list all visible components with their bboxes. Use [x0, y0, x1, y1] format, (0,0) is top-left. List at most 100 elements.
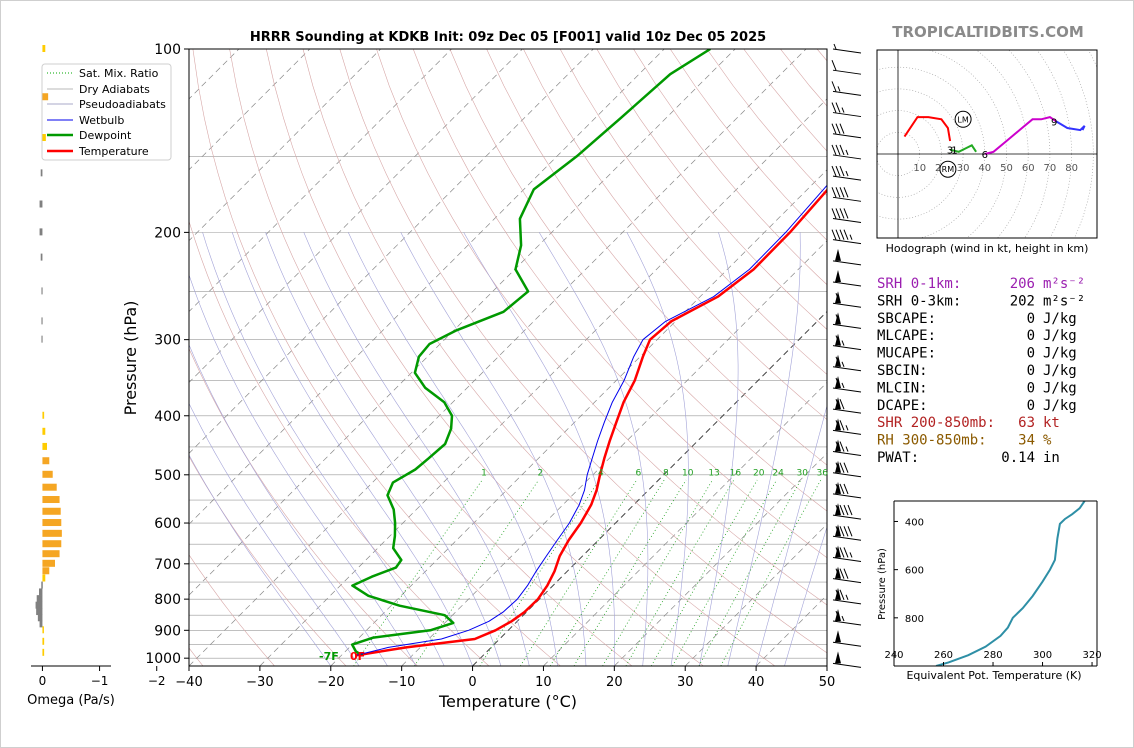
legend-label-pseudo: Pseudoadiabats: [79, 98, 166, 111]
dry-adiabat: [523, 49, 827, 420]
stat-unit: J/kg: [1043, 363, 1077, 379]
stat-row: SBCAPE: 0 J/kg: [877, 311, 1077, 327]
omega-bar: [42, 457, 50, 465]
dry-adiabat: [559, 49, 827, 375]
isotherm-line: [330, 169, 827, 666]
pseudoadiabat: [784, 526, 827, 666]
stat-unit: m²s⁻²: [1043, 293, 1085, 309]
skewt-title: HRRR Sounding at KDKB Init: 09z Dec 05 […: [250, 30, 766, 45]
pseudoadiabat: [727, 232, 801, 666]
dry-adiabat: [780, 49, 827, 107]
dry-adiabat: [449, 49, 827, 512]
dry-adiabat: [302, 49, 776, 666]
stat-row: SBCIN: 0 J/kg: [877, 363, 1077, 379]
hodograph-height-label: 1: [951, 146, 957, 157]
omega-bar: [41, 335, 43, 343]
mixing-ratio-label: 4: [598, 468, 604, 478]
isotherm-line: [189, 49, 807, 666]
omega-bar: [41, 581, 43, 589]
stat-label: PWAT:: [877, 450, 919, 466]
stat-unit: m²s⁻²: [1043, 276, 1085, 292]
stat-unit: J/kg: [1043, 311, 1077, 327]
wind-barb: [831, 123, 862, 139]
isotherm-line: [755, 594, 827, 666]
dry-adiabat: [816, 49, 827, 62]
profile-temperature: [355, 188, 827, 657]
stat-unit: %: [1043, 433, 1052, 449]
pseudoadiabat: [699, 232, 739, 666]
wind-barb: [832, 248, 862, 266]
y-tick-label: 800: [154, 592, 181, 608]
omega-bar: [42, 519, 62, 527]
wind-barb: [832, 587, 862, 605]
theta-e-y-tick-label: 400: [905, 517, 924, 528]
isotherm-line: [684, 523, 827, 666]
stat-row: SHR 200-850mb: 63 kt: [877, 415, 1060, 431]
stat-label: SBCIN:: [877, 363, 928, 379]
stat-value: 63: [1018, 415, 1035, 431]
pseudoadiabat: [265, 232, 502, 666]
stat-row: MLCAPE: 0 J/kg: [877, 328, 1077, 344]
pseudoadiabat: [189, 344, 388, 666]
stat-row: RH 300-850mb: 34%: [877, 433, 1052, 449]
pseudoadiabat: [626, 232, 689, 666]
mixing-ratio-line: [520, 479, 638, 666]
hodograph-ring-label: 40: [978, 163, 991, 174]
mixing-ratio-line: [698, 479, 802, 666]
wind-barb: [831, 187, 862, 202]
stat-row: SRH 0-3km: 202 m²s⁻²: [877, 293, 1085, 309]
stat-label: MLCAPE:: [877, 328, 936, 344]
theta-e-profile: [935, 501, 1086, 666]
pseudoadiabat: [463, 232, 615, 666]
omega-bar: [37, 614, 43, 622]
skewt-legend: Sat. Mix. Ratio Dry Adiabats Pseudoadiab…: [41, 63, 172, 161]
wind-barb: [832, 333, 862, 351]
storm-motion-marker: [939, 160, 957, 178]
stat-unit: kt: [1043, 415, 1060, 431]
theta-e-x-tick-label: 320: [1083, 650, 1102, 661]
wind-barb: [831, 165, 862, 181]
x-tick-label: 0: [468, 675, 476, 690]
dry-adiabat: [596, 49, 827, 330]
wind-barb: [832, 291, 862, 308]
skewt-ylabel: Pressure (hPa): [121, 301, 140, 416]
surface-temperature-label: 0F: [350, 650, 365, 663]
dry-adiabat: [486, 49, 827, 466]
legend-label-wetbulb: Wetbulb: [79, 114, 124, 127]
omega-bar: [39, 200, 43, 208]
storm-motion-marker: [954, 110, 972, 128]
y-tick-label: 300: [154, 333, 181, 349]
stat-row: PWAT: 0.14 in: [877, 450, 1060, 466]
pseudoadiabat: [189, 402, 360, 666]
mixing-ratio-line: [549, 479, 665, 666]
wind-barb: [832, 354, 862, 372]
omega-bar: [41, 317, 43, 325]
hodograph-ring-label: 50: [1000, 163, 1013, 174]
x-tick-label: 50: [819, 675, 836, 690]
stat-label: RH 300-850mb:: [877, 433, 987, 449]
omega-bar: [42, 470, 53, 478]
storm-motion-label: RM: [942, 165, 955, 174]
theta-e-ylabel: Pressure (hPa): [877, 548, 888, 620]
wind-barb: [832, 545, 862, 562]
x-tick-label: −10: [388, 675, 415, 690]
pseudoadiabat: [303, 232, 530, 666]
mixing-ratio-line: [650, 479, 758, 666]
omega-bar: [42, 559, 55, 567]
mixing-ratio-label: 13: [708, 468, 719, 478]
pseudoadiabat: [538, 232, 649, 666]
mixing-ratio-label: 6: [635, 468, 641, 478]
mixing-ratio-label: 30: [797, 468, 809, 478]
omega-xlabel: Omega (Pa/s): [27, 693, 115, 708]
y-tick-label: 600: [154, 516, 181, 532]
wind-barb: [832, 312, 862, 329]
isotherm-line: [543, 381, 827, 666]
isotherm-line: [401, 240, 827, 666]
stat-unit: in: [1043, 450, 1060, 466]
wind-barb: [831, 102, 862, 118]
hodograph-height-label: 9: [1051, 117, 1057, 128]
stat-row: MLCIN: 0 J/kg: [877, 380, 1077, 396]
wind-barb: [831, 60, 862, 75]
